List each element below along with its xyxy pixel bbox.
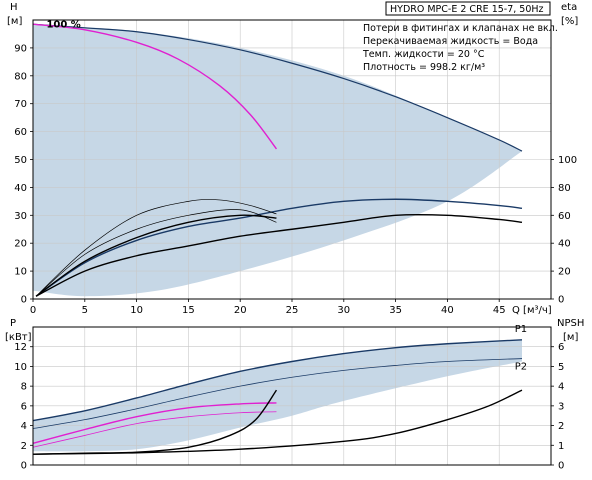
top-y2-ticks: 0 20 40 60 80 100	[551, 155, 577, 306]
curve-P2-one-pump	[32, 411, 277, 448]
y2-tick-label: 1	[558, 441, 564, 452]
top-curves	[32, 23, 523, 297]
operating-range-area	[33, 339, 522, 452]
bottom-curves	[32, 339, 523, 455]
x-tick-label: 40	[441, 305, 454, 316]
y-tick-label: 8	[21, 382, 27, 393]
y-tick-label: 30	[14, 211, 27, 222]
top-y-ticks: 0 10 20 30 40 50 60 70 80 90	[14, 43, 33, 306]
y2-tick-label: 6	[558, 342, 564, 353]
operating-range-area	[33, 24, 522, 297]
y2-tick-label: 0	[558, 461, 564, 472]
y-tick-label: 40	[14, 183, 27, 194]
top-y2-axis-label-name: eta	[561, 2, 577, 13]
title-box-frame	[385, 1, 551, 16]
top-y-axis-label-unit: [м]	[7, 16, 22, 27]
y2-tick-label: 60	[558, 211, 571, 222]
note-line: Плотность = 998.2 кг/м³	[363, 62, 485, 73]
bottom-curve-labels: P1 P2	[515, 324, 527, 372]
y-tick-label: 4	[21, 421, 27, 432]
y-tick-label: 10	[14, 267, 27, 278]
y2-tick-label: 80	[558, 183, 571, 194]
x-tick-label: 45	[493, 305, 506, 316]
curve-head-one-pump	[32, 23, 278, 150]
curve-label: P1	[515, 324, 527, 335]
y-tick-label: 0	[21, 295, 27, 306]
x-axis-label: Q [м³/ч]	[512, 305, 552, 316]
curve-P2	[32, 358, 523, 429]
curve-eta-system-max	[35, 198, 523, 297]
curve-eta-one-pump-b	[35, 214, 277, 297]
x-tick-label: 10	[130, 305, 143, 316]
curve-P1-one-pump	[32, 402, 277, 444]
x-tick-label: 5	[82, 305, 88, 316]
annotation-100-percent: 100 %	[46, 20, 80, 31]
y-tick-label: 90	[14, 43, 27, 54]
curve-eta-thin-arc	[35, 199, 277, 297]
y-tick-label: 6	[21, 401, 27, 412]
note-line: Потери в фитингах и клапанах не вкл.	[363, 23, 558, 34]
y-tick-label: 80	[14, 71, 27, 82]
x-tick-label: 30	[337, 305, 350, 316]
top-panel: 0 10 20 30 40 50 60 70 80 90 0 20 40 60 80 100 0 5 10 15 2…	[7, 1, 578, 316]
bottom-y2-axis-label-unit: [м]	[563, 332, 578, 343]
notes: Потери в фитингах и клапанах не вкл. Пер…	[362, 23, 558, 73]
x-tick-label: 20	[234, 305, 247, 316]
y-tick-label: 12	[14, 342, 27, 353]
y2-tick-label: 5	[558, 362, 564, 373]
top-plot-border	[32, 19, 552, 300]
note-line: Темп. жидкости = 20 °C	[362, 49, 485, 60]
bottom-y-ticks: 0 2 4 6 8 10 12	[14, 342, 33, 472]
bottom-y-axis-label-unit: [кВт]	[5, 332, 32, 343]
y-tick-label: 50	[14, 155, 27, 166]
bottom-y-axis-label-name: P	[10, 318, 16, 329]
x-tick-label: 25	[286, 305, 299, 316]
y2-tick-label: 100	[558, 155, 577, 166]
y-tick-label: 2	[21, 441, 27, 452]
title-box-text: HYDRO MPC-E 2 CRE 15-7, 50Hz	[390, 4, 544, 15]
y2-tick-label: 40	[558, 239, 571, 250]
x-tick-label: 15	[182, 305, 195, 316]
y-tick-label: 10	[14, 362, 27, 373]
curve-eta-system	[35, 213, 523, 297]
y2-tick-label: 0	[558, 295, 564, 306]
top-range-area	[33, 24, 522, 297]
y2-tick-label: 3	[558, 401, 564, 412]
curve-label: P2	[515, 361, 527, 372]
bottom-plot-border	[32, 326, 552, 466]
top-x-ticks: 0 5 10 15 20 25 30 35 40 45	[30, 299, 506, 316]
bottom-range-area	[33, 339, 522, 452]
x-tick-label: 0	[30, 305, 36, 316]
top-grid	[32, 20, 552, 300]
curve-eta-one-pump-a	[35, 209, 277, 297]
y-tick-label: 0	[21, 461, 27, 472]
y2-tick-label: 4	[558, 382, 564, 393]
top-y2-axis-label-unit: [%]	[561, 16, 578, 27]
y-tick-label: 20	[14, 239, 27, 250]
y-tick-label: 70	[14, 99, 27, 110]
x-tick-label: 35	[389, 305, 402, 316]
curve-NPSH-system	[32, 389, 523, 455]
title-box: HYDRO MPC-E 2 CRE 15-7, 50Hz	[385, 1, 551, 16]
top-y-axis-label-name: H	[10, 2, 18, 13]
curve-P1	[32, 339, 523, 422]
curve-max-head	[32, 23, 523, 152]
y2-tick-label: 20	[558, 267, 571, 278]
bottom-y2-ticks: 0 1 2 3 4 5 6	[551, 342, 564, 472]
y2-tick-label: 2	[558, 421, 564, 432]
note-line: Перекачиваемая жидкость = Вода	[363, 36, 538, 47]
y-tick-label: 60	[14, 127, 27, 138]
bottom-y2-axis-label-name: NPSH	[557, 318, 584, 329]
